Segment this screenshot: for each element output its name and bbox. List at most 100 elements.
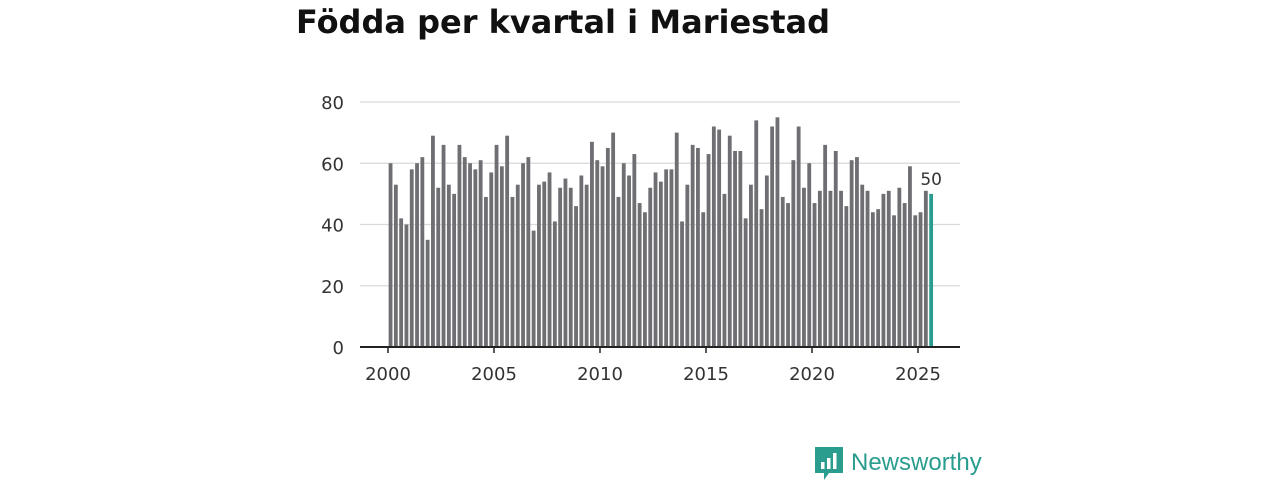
x-tick-label: 2020	[789, 364, 835, 385]
bar	[770, 126, 775, 347]
bar	[658, 181, 663, 347]
highlight-bar	[929, 193, 934, 347]
x-tick-label: 2010	[577, 364, 623, 385]
bar	[452, 193, 457, 347]
bar	[828, 190, 833, 347]
bar	[473, 169, 478, 347]
bar	[590, 141, 594, 347]
bar	[579, 175, 584, 347]
tick-labels: 0 20 40 60 80 50 2000 2005 2010 2015 2020 2025	[321, 93, 942, 385]
bar	[409, 169, 414, 347]
bar	[568, 187, 573, 347]
bar	[399, 218, 404, 347]
bar	[441, 144, 446, 347]
bar	[478, 160, 483, 347]
bar	[627, 175, 631, 347]
bar	[643, 212, 647, 347]
bar	[886, 190, 891, 347]
bar	[537, 184, 541, 347]
y-tick-label: 40	[321, 216, 344, 237]
bar	[499, 166, 504, 347]
bar	[918, 212, 923, 347]
bar-series	[388, 117, 934, 347]
bar	[860, 184, 865, 347]
y-tick-label: 20	[321, 277, 344, 298]
bar	[420, 157, 425, 347]
bar	[600, 166, 605, 347]
bar	[457, 144, 462, 347]
bar	[690, 144, 695, 347]
bar	[611, 132, 616, 347]
bar	[632, 154, 637, 347]
bar	[552, 221, 557, 347]
bar	[823, 144, 828, 347]
bar	[733, 151, 737, 347]
x-tick-label: 2000	[365, 364, 411, 385]
bar	[436, 187, 441, 347]
bar	[923, 190, 928, 347]
bar	[902, 203, 907, 347]
bar	[913, 215, 918, 347]
x-tick-label: 2005	[471, 364, 517, 385]
bar	[780, 196, 785, 347]
bar	[685, 184, 690, 347]
bar	[727, 135, 732, 347]
chart-title: Födda per kvartal i Mariestad	[296, 3, 830, 41]
bar	[404, 224, 409, 347]
bar	[521, 163, 525, 347]
x-axis	[360, 346, 960, 353]
bar	[706, 154, 711, 347]
bar	[791, 160, 796, 347]
bar	[669, 169, 674, 347]
bar	[764, 175, 769, 347]
bar	[881, 193, 886, 347]
y-tick-label: 60	[321, 154, 344, 175]
bar	[674, 132, 679, 347]
bar	[743, 218, 748, 347]
bar	[547, 172, 552, 347]
bar	[701, 212, 706, 347]
y-tick-label: 0	[333, 338, 344, 359]
bar	[754, 120, 759, 347]
bar	[393, 184, 398, 347]
bar	[865, 190, 870, 347]
newsworthy-logo-icon	[815, 446, 843, 480]
bar	[648, 187, 653, 347]
x-tick-label: 2015	[683, 364, 729, 385]
bar	[616, 196, 621, 347]
bar	[844, 206, 849, 347]
bar	[542, 181, 547, 347]
bar	[510, 196, 515, 347]
bar	[431, 135, 435, 347]
bar	[876, 209, 881, 347]
bar	[595, 160, 600, 347]
bar	[722, 193, 727, 347]
bar	[574, 206, 578, 347]
bar	[807, 163, 812, 347]
bar	[489, 172, 494, 347]
bar	[680, 221, 684, 347]
bar	[812, 203, 817, 347]
bar	[558, 187, 563, 347]
bar	[446, 184, 451, 347]
y-tick-label: 80	[321, 93, 344, 114]
bar	[505, 135, 510, 347]
bar	[637, 203, 642, 347]
bar	[484, 196, 488, 347]
bar	[664, 169, 669, 347]
bar	[563, 178, 568, 347]
bar	[717, 129, 722, 347]
bar	[870, 212, 875, 347]
bar	[388, 163, 393, 347]
bar	[653, 172, 658, 347]
bar	[802, 187, 806, 347]
bar	[531, 230, 536, 347]
bar	[494, 144, 499, 347]
bar	[892, 215, 896, 347]
bar	[855, 157, 859, 347]
bar	[759, 209, 764, 347]
bar	[749, 184, 753, 347]
highlight-value-label: 50	[920, 170, 942, 190]
x-tick-label: 2025	[895, 364, 941, 385]
